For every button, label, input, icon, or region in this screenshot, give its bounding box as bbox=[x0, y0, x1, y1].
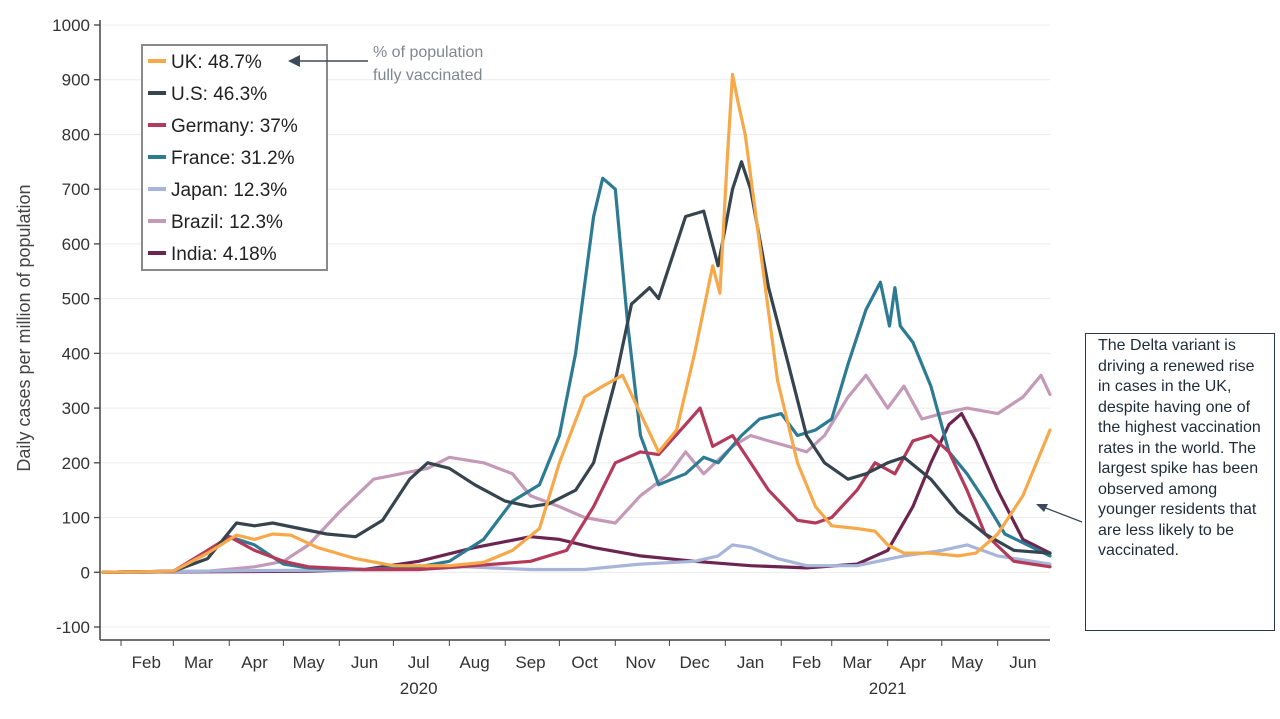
legend-box bbox=[141, 44, 328, 271]
y-tick-label: 100 bbox=[62, 509, 90, 528]
series-line bbox=[101, 412, 1052, 574]
vaccination-annotation: % of population fully vaccinated bbox=[288, 44, 483, 84]
callout-arrow bbox=[1036, 504, 1083, 523]
x-tick-label: Jun bbox=[1009, 653, 1036, 672]
series-lines bbox=[101, 72, 1052, 574]
x-tick-label: May bbox=[293, 653, 326, 672]
x-tick-label: Jul bbox=[408, 653, 430, 672]
y-tick-label: 0 bbox=[81, 563, 90, 582]
x-axis-ticks: Feb Mar Apr May Jun Jul Aug Sep Oct Nov Dec Jan Feb M… bbox=[120, 640, 1037, 698]
x-tick-label: Jan bbox=[737, 653, 764, 672]
x-tick-label: Mar bbox=[184, 653, 214, 672]
y-axis-ticks: -100 0 100 200 300 400 500 600 700 800 900 1000 bbox=[52, 16, 100, 637]
annotation-arrowhead bbox=[288, 55, 300, 67]
y-tick-label: 600 bbox=[62, 235, 90, 254]
legend-label: Japan: 12.3% bbox=[171, 180, 287, 201]
y-tick-label: -100 bbox=[56, 618, 90, 637]
y-tick-label: 200 bbox=[62, 454, 90, 473]
legend-label: UK: 48.7% bbox=[171, 52, 262, 73]
annotation-line-1: % of population bbox=[373, 44, 483, 61]
x-tick-label: Nov bbox=[625, 653, 656, 672]
annotation-line-2: fully vaccinated bbox=[373, 67, 482, 84]
y-tick-label: 1000 bbox=[52, 16, 90, 35]
x-tick-label: May bbox=[951, 653, 984, 672]
legend-items: UK: 48.7% U.S: 46.3% Germany: 37% France: 3… bbox=[148, 52, 298, 265]
legend: UK: 48.7% U.S: 46.3% Germany: 37% France: 3… bbox=[141, 44, 328, 271]
x-tick-label: Apr bbox=[241, 653, 268, 672]
delta-variant-callout: The Delta variant is driving a renewed r… bbox=[1085, 333, 1275, 631]
callout-text: The Delta variant is driving a renewed r… bbox=[1098, 337, 1261, 559]
y-tick-label: 700 bbox=[62, 180, 90, 199]
legend-label: Germany: 37% bbox=[171, 116, 298, 137]
x-tick-label: Feb bbox=[132, 653, 161, 672]
x-tick-label: Sep bbox=[515, 653, 545, 672]
legend-label: France: 31.2% bbox=[171, 148, 295, 169]
series-line bbox=[101, 406, 1052, 574]
x-tick-label: Mar bbox=[842, 653, 872, 672]
series-line bbox=[101, 373, 1052, 574]
legend-label: Brazil: 12.3% bbox=[171, 212, 283, 233]
y-tick-label: 400 bbox=[62, 344, 90, 363]
x-tick-label: Aug bbox=[459, 653, 489, 672]
y-tick-label: 500 bbox=[62, 290, 90, 309]
x-tick-label: Jun bbox=[351, 653, 378, 672]
year-label: 2020 bbox=[400, 679, 438, 698]
year-label: 2021 bbox=[869, 679, 907, 698]
legend-label: U.S: 46.3% bbox=[171, 84, 267, 105]
series-line bbox=[101, 160, 1052, 574]
series-line bbox=[101, 72, 1052, 574]
y-axis-label: Daily cases per million of population bbox=[14, 184, 34, 471]
x-tick-label: Dec bbox=[680, 653, 711, 672]
y-tick-label: 900 bbox=[62, 71, 90, 90]
x-tick-label: Apr bbox=[900, 653, 927, 672]
y-tick-label: 800 bbox=[62, 125, 90, 144]
x-tick-label: Oct bbox=[571, 653, 598, 672]
legend-label: India: 4.18% bbox=[171, 244, 277, 265]
y-tick-label: 300 bbox=[62, 399, 90, 418]
x-tick-label: Feb bbox=[792, 653, 821, 672]
